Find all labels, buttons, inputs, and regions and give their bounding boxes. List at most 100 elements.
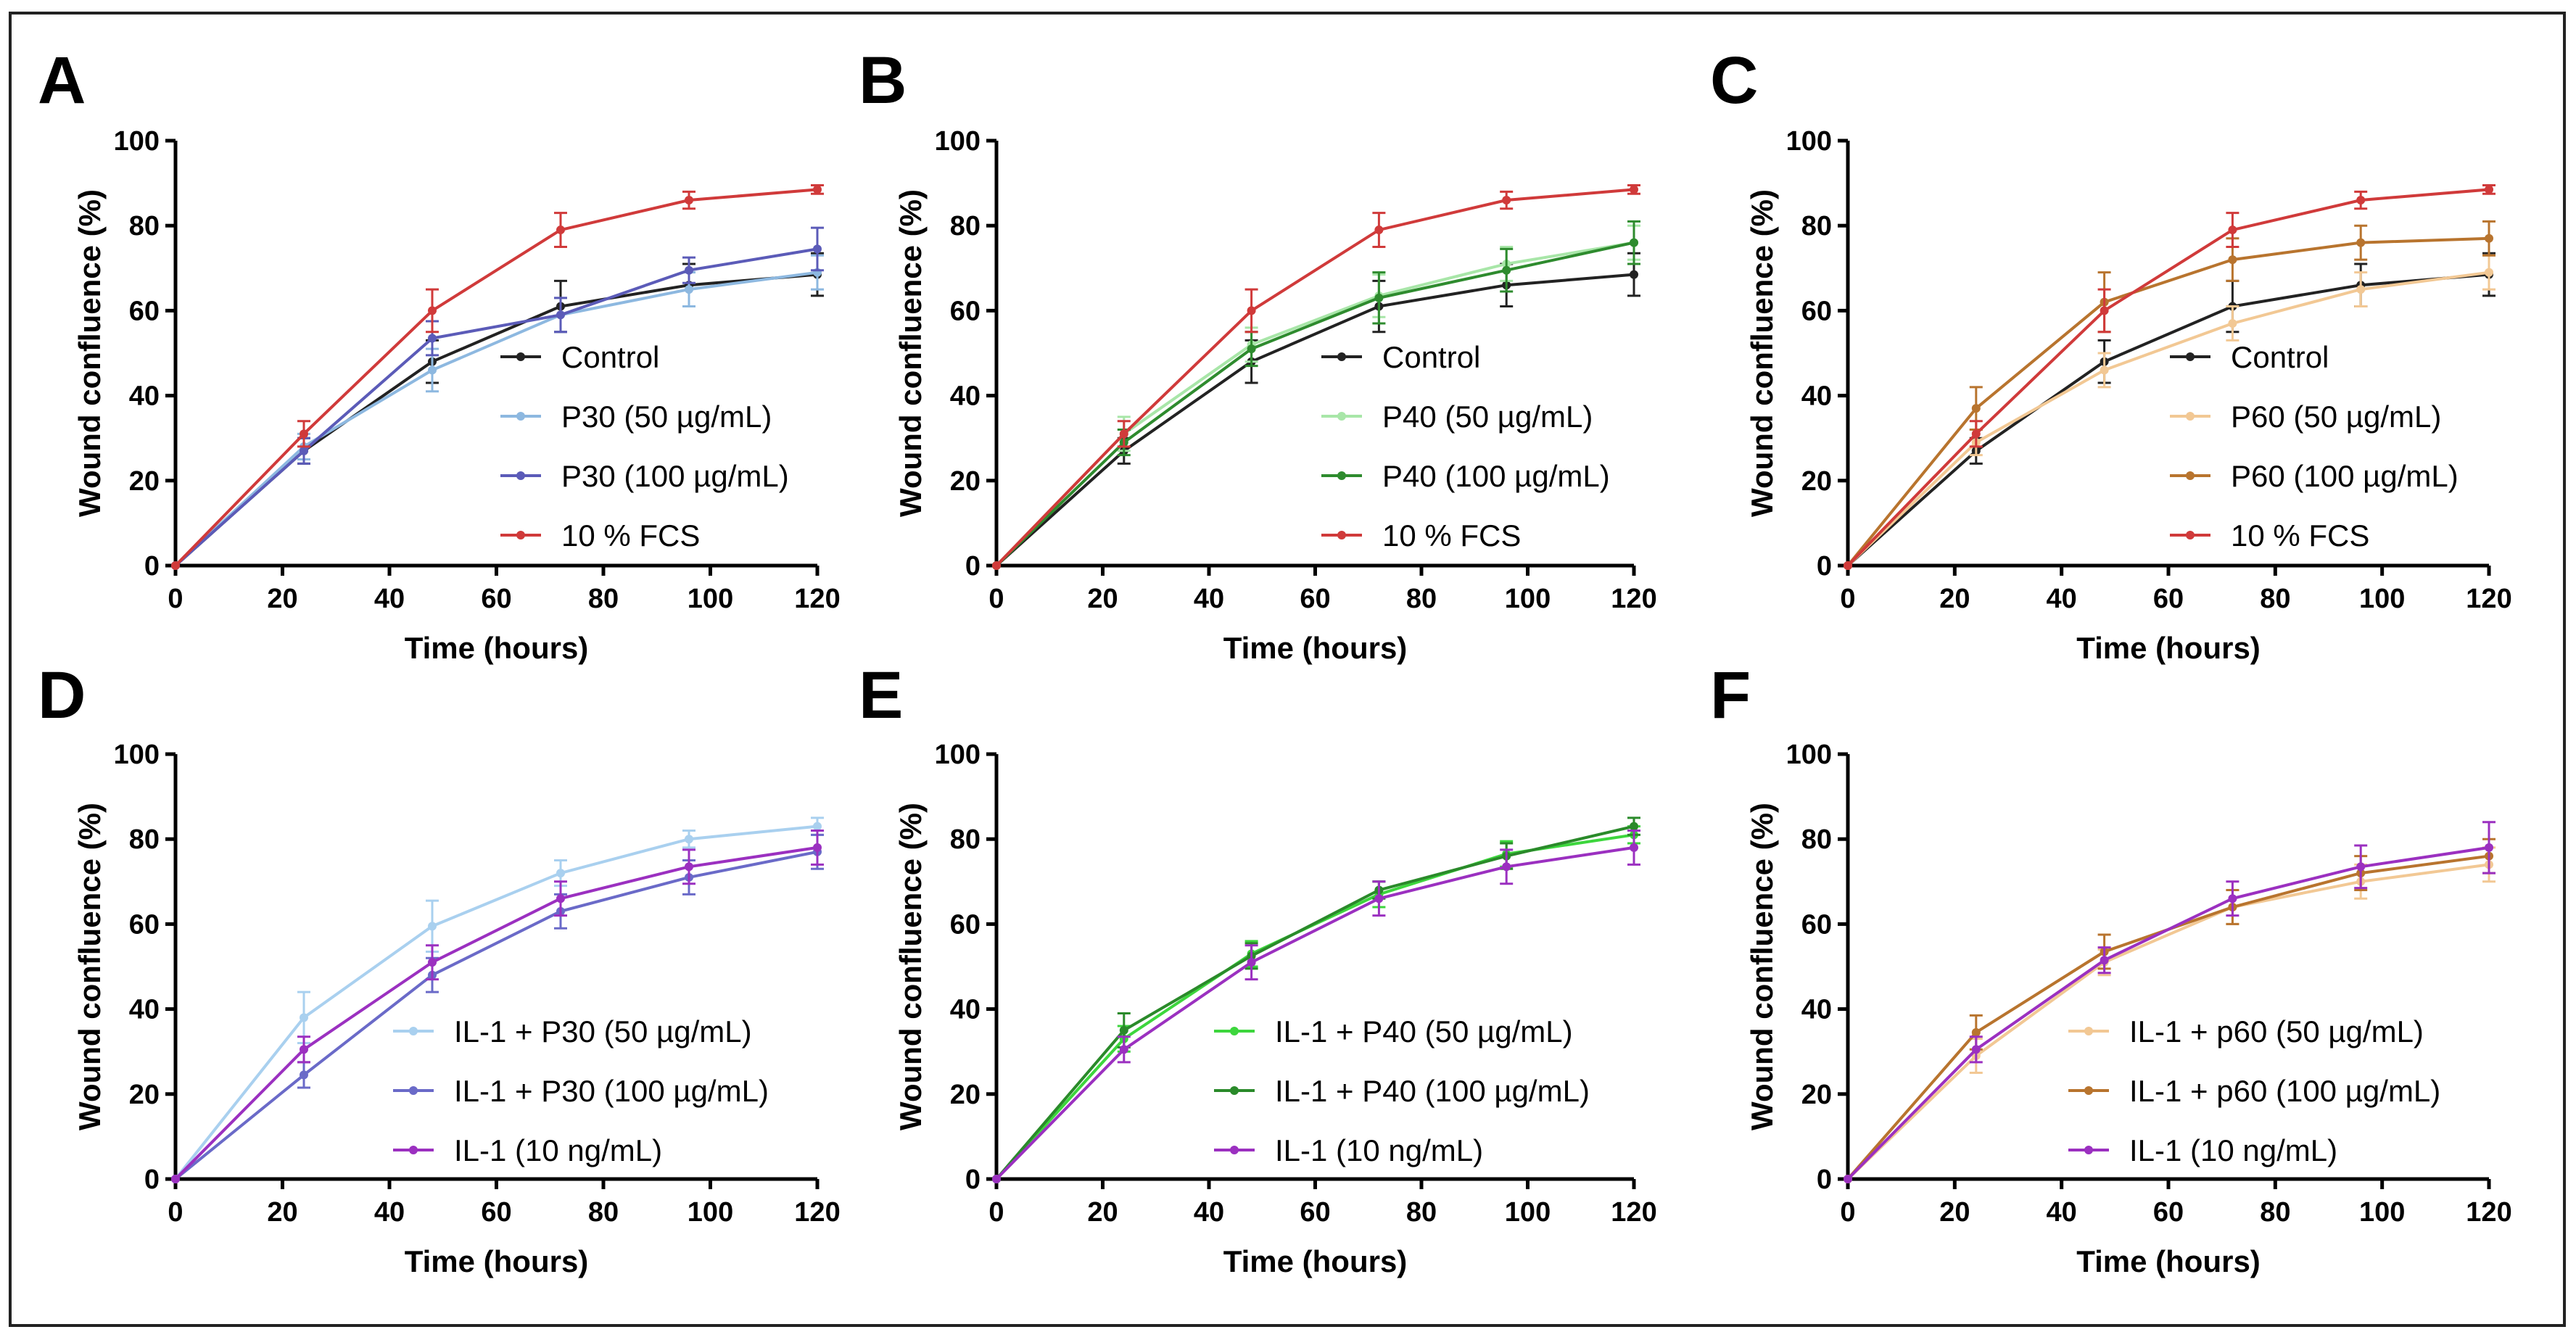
y-tick-label: 100: [114, 126, 160, 157]
legend-swatch-marker: [409, 1086, 418, 1095]
data-point: [2228, 226, 2237, 235]
x-tick-label: 60: [2153, 584, 2184, 614]
x-tick-label: 0: [988, 1197, 1004, 1228]
y-tick-label: 80: [129, 211, 160, 241]
legend: IL-1 + p60 (50 µg/mL) IL-1 + p60 (100 µg/…: [2068, 1014, 2440, 1167]
y-tick-label: 0: [1817, 1165, 1832, 1195]
legend-label: IL-1 + P40 (100 µg/mL): [1275, 1074, 1590, 1108]
x-tick-label: 0: [988, 584, 1004, 614]
data-point: [1119, 429, 1128, 439]
data-point: [428, 958, 437, 967]
x-tick-label: 80: [588, 1197, 619, 1228]
chart-panel-c: C 0 20 40 60 80 100 0 20 40 60 80 100 120 Time (hours)…: [1710, 44, 2512, 665]
series-line: [1846, 863, 2490, 1180]
x-tick-label: 20: [267, 584, 297, 614]
series-line: [995, 833, 1635, 1180]
legend-swatch-marker: [516, 352, 525, 361]
x-tick-label: 120: [794, 1197, 840, 1228]
y-tick-label: 40: [950, 381, 981, 412]
series-line: [174, 247, 818, 567]
y-tick-label: 40: [129, 995, 160, 1025]
data-point: [1630, 238, 1638, 247]
x-tick-label: 40: [2047, 1197, 2077, 1228]
x-tick-label: 100: [688, 1197, 733, 1228]
panel-letter: F: [1710, 658, 1751, 732]
data-point: [300, 1070, 308, 1080]
y-axis-title: Wound confluence (%): [73, 803, 107, 1130]
legend-label: IL-1 + P40 (50 µg/mL): [1275, 1014, 1573, 1049]
x-tick-label: 0: [1840, 1197, 1855, 1228]
data-point: [300, 429, 308, 439]
data-point: [556, 310, 565, 320]
legend-label: P30 (50 µg/mL): [561, 400, 772, 434]
data-point: [1247, 344, 1256, 354]
legend-label: IL-1 + P30 (100 µg/mL): [454, 1074, 769, 1108]
series-line: [1846, 845, 2490, 1180]
x-tick-label: 60: [481, 1197, 511, 1228]
legend: Control P60 (50 µg/mL) P60 (100 µg/mL) 10 %…: [2170, 340, 2459, 553]
y-tick-label: 100: [1786, 740, 1832, 770]
legend-swatch-marker: [516, 412, 525, 421]
x-tick-label: 40: [1194, 584, 1224, 614]
data-point: [992, 561, 1001, 570]
y-tick-label: 100: [935, 740, 981, 770]
x-tick-label: 0: [1840, 584, 1855, 614]
x-axis-title: Time (hours): [405, 1244, 589, 1278]
data-point: [1502, 196, 1511, 205]
data-point: [1119, 1025, 1128, 1035]
series-4: [171, 184, 824, 570]
series-line: [995, 273, 1635, 567]
y-tick-label: 20: [1801, 466, 1832, 497]
x-tick-label: 20: [1087, 584, 1118, 614]
data-point: [1247, 306, 1256, 315]
x-tick-label: 20: [1087, 1197, 1118, 1228]
legend-label: IL-1 + p60 (50 µg/mL): [2129, 1014, 2424, 1049]
legend-swatch-marker: [1230, 1146, 1239, 1154]
data-point: [2356, 862, 2366, 872]
data-point: [2356, 196, 2366, 205]
data-point: [1630, 185, 1638, 194]
y-tick-label: 20: [950, 466, 981, 497]
x-tick-label: 80: [588, 584, 619, 614]
data-point: [428, 365, 437, 375]
y-tick-label: 20: [950, 1080, 981, 1110]
legend-swatch-marker: [2084, 1086, 2093, 1095]
chart-panel-d: D 0 20 40 60 80 100 0 20 40 60 80 100 120 Time (hours)…: [38, 658, 841, 1278]
data-point: [2485, 268, 2493, 277]
x-tick-label: 100: [2359, 584, 2405, 614]
y-tick-label: 80: [950, 211, 981, 241]
legend-swatch-marker: [2084, 1027, 2093, 1035]
x-axis-title: Time (hours): [2076, 631, 2261, 665]
legend-swatch-marker: [2186, 352, 2195, 361]
x-tick-label: 100: [2359, 1197, 2405, 1228]
data-point: [2356, 238, 2366, 247]
x-tick-label: 80: [1406, 1197, 1437, 1228]
series-line: [1846, 273, 2490, 567]
legend-swatch-marker: [409, 1027, 418, 1035]
chart-panel-a: A 0 20 40 60 80 100 0 20 40 60 80 100 120 Time (hours)…: [38, 44, 841, 665]
legend-swatch-marker: [516, 531, 525, 539]
legend-label: IL-1 (10 ng/mL): [1275, 1133, 1483, 1167]
data-point: [1502, 862, 1511, 872]
series-1: [171, 816, 824, 1183]
x-tick-label: 20: [1939, 1197, 1970, 1228]
data-point: [685, 835, 693, 844]
legend-label: Control: [1382, 340, 1480, 374]
y-tick-label: 40: [129, 381, 160, 412]
legend-label: Control: [561, 340, 659, 374]
x-tick-label: 120: [794, 584, 840, 614]
legend-swatch-marker: [1337, 531, 1346, 539]
y-tick-label: 40: [1801, 381, 1832, 412]
data-point: [685, 265, 693, 275]
x-tick-label: 100: [1505, 584, 1551, 614]
x-axis-title: Time (hours): [1223, 631, 1408, 665]
data-point: [2228, 318, 2237, 328]
series-line: [995, 241, 1635, 567]
series-2: [992, 816, 1640, 1183]
y-tick-label: 0: [144, 1165, 160, 1195]
series-line: [995, 824, 1635, 1180]
legend-label: P60 (100 µg/mL): [2231, 459, 2459, 493]
x-tick-label: 40: [1194, 1197, 1224, 1228]
y-tick-label: 40: [1801, 995, 1832, 1025]
